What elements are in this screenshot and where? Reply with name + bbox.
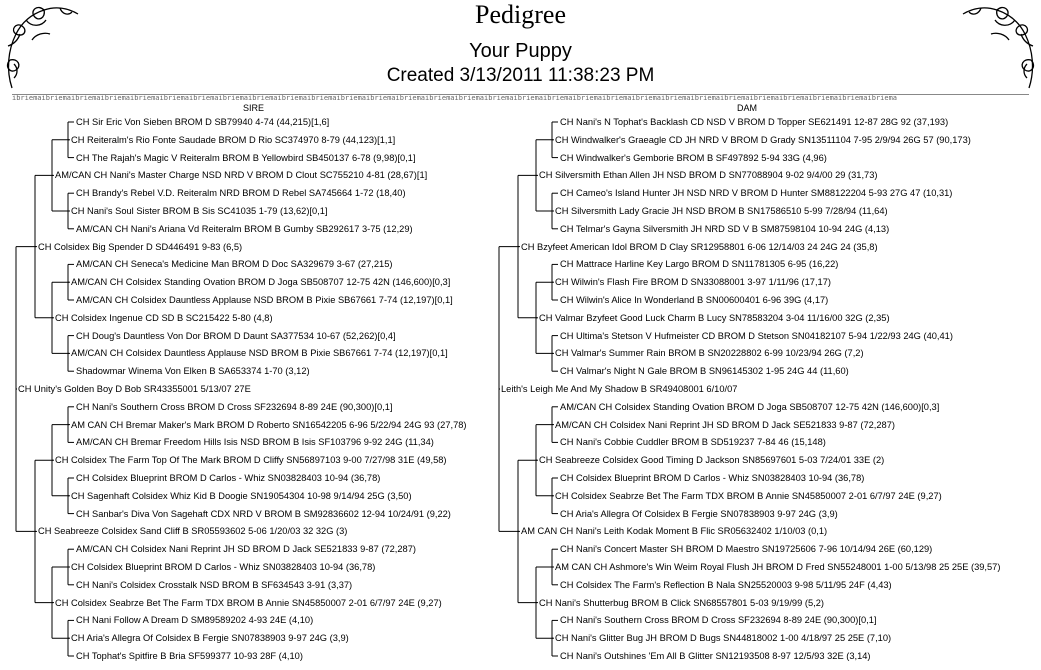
dam-pedigree-entry: CH Bzyfeet American Idol BROM D Clay SR1… bbox=[521, 241, 878, 252]
dam-pedigree-entry: AM/CAN CH Colsidex Nani Reprint JH SD BR… bbox=[555, 419, 895, 430]
dam-pedigree-entry: AM/CAN CH Colsidex Standing Ovation BROM… bbox=[560, 401, 940, 412]
dam-pedigree-entry: CH Colsidex Blueprint BROM D Carlos - Wh… bbox=[560, 473, 865, 483]
sire-pedigree-entry: CH Colsidex Seabrze Bet The Farm TDX BRO… bbox=[55, 597, 442, 608]
sire-pedigree-entry: AM/CAN CH Colsidex Standing Ovation BROM… bbox=[71, 277, 451, 288]
dam-pedigree-entry: CH Nani's Southern Cross BROM D Cross SF… bbox=[560, 615, 877, 626]
dam-pedigree-entry: CH Valmar's Summer Rain BROM B SN2022880… bbox=[555, 348, 864, 359]
sire-pedigree-entry: CH Tophat's Spitfire B Bria SF599377 10-… bbox=[76, 651, 303, 661]
sire-pedigree-entry: AM/CAN CH Bremar Freedom Hills Isis NSD … bbox=[76, 437, 434, 448]
dam-pedigree-entry: CH Colsidex The Farm's Reflection B Nala… bbox=[560, 579, 892, 590]
sire-pedigree-entry: CH Nani Follow A Dream D SM89589202 4-93… bbox=[76, 615, 314, 626]
dam-pedigree-entry: CH Silversmith Lady Gracie JH NSD BROM B… bbox=[555, 206, 888, 216]
created-timestamp: Created 3/13/2011 11:38:23 PM bbox=[386, 65, 655, 86]
sire-pedigree-entry: CH Colsidex The Farm Top Of The Mark BRO… bbox=[55, 455, 447, 466]
sire-column-header: SIRE bbox=[243, 103, 265, 113]
dam-pedigree-entry: CH Nani's Concert Master SH BROM D Maest… bbox=[560, 544, 933, 555]
sire-pedigree-entry: CH Brandy's Rebel V.D. Reiteralm NRD BRO… bbox=[76, 188, 406, 199]
scroll-flourish-icon bbox=[962, 6, 1035, 89]
sire-pedigree-entry: CH Colsidex Ingenue CD SD B SC215422 5-8… bbox=[55, 312, 273, 323]
sire-pedigree-entry: CH Doug's Dauntless Von Dor BROM D Daunt… bbox=[76, 330, 396, 341]
sire-pedigree-entry: AM/CAN CH Nani's Master Charge NSD NRD V… bbox=[55, 170, 428, 181]
sire-pedigree-entry: AM/CAN CH Colsidex Dauntless Applause NS… bbox=[76, 295, 453, 305]
dam-pedigree-entry: CH Valmar's Night N Gale BROM B SN961453… bbox=[560, 366, 849, 377]
dam-pedigree-entry: CH Windwalker's Graeagle CD JH NRD V BRO… bbox=[555, 134, 971, 145]
page-title: Pedigree bbox=[475, 0, 566, 29]
sire-pedigree-entry: AM/CAN CH Seneca's Medicine Man BROM D D… bbox=[76, 259, 393, 270]
dam-column-header: DAM bbox=[737, 103, 757, 113]
dam-pedigree-entry: AM CAN CH Ashmore's Win Weim Royal Flush… bbox=[555, 562, 1001, 572]
dam-pedigree-entry: CH Colsidex Seabrze Bet The Farm TDX BRO… bbox=[555, 490, 942, 501]
sire-pedigree-entry: AM CAN CH Bremar Maker's Mark BROM D Rob… bbox=[71, 419, 467, 430]
dam-pedigree-entry: CH Ultima's Stetson V Hufmeister CD BROM… bbox=[560, 330, 953, 341]
sire-pedigree-entry: CH Seabreeze Colsidex Sand Cliff B SR055… bbox=[38, 526, 348, 537]
dam-pedigree-entry: CH Nani's Shutterbug BROM B Click SN6855… bbox=[539, 597, 824, 608]
sire-pedigree-entry: CH Unity's Golden Boy D Bob SR43355001 5… bbox=[18, 384, 251, 394]
dam-pedigree-entry: CH Valmar Bzyfeet Good Luck Charm B Lucy… bbox=[539, 312, 890, 323]
sire-pedigree-entry: CH Nani's Colsidex Crosstalk NSD BROM B … bbox=[76, 579, 353, 590]
dam-pedigree-entry: CH Wilwin's Flash Fire BROM D SN33088001… bbox=[555, 277, 831, 288]
sire-pedigree-entry: CH Sagenhaft Colsidex Whiz Kid B Doogie … bbox=[71, 490, 412, 501]
sire-pedigree-entry: CH Sir Eric Von Sieben BROM D SB79940 4-… bbox=[76, 117, 330, 127]
sire-pedigree-entry: CH Aria's Allegra Of Colsidex B Fergie S… bbox=[71, 633, 349, 644]
sire-pedigree-entry: CH Colsidex Blueprint BROM D Carlos - Wh… bbox=[76, 473, 381, 483]
sire-pedigree-entry: CH Nani's Southern Cross BROM D Cross SF… bbox=[76, 401, 393, 412]
dam-pedigree-entry: CH Cameo's Island Hunter JH NSD NRD V BR… bbox=[560, 188, 953, 199]
sire-pedigree-entry: CH Colsidex Big Spender D SD446491 9-83 … bbox=[38, 241, 243, 252]
sire-pedigree-entry: AM/CAN CH Nani's Ariana Vd Reiteralm BRO… bbox=[76, 223, 413, 234]
sire-pedigree-entry: CH The Rajah's Magic V Reiteralm BROM B … bbox=[76, 152, 416, 163]
scroll-flourish-icon bbox=[6, 6, 79, 89]
sire-pedigree-entry: AM/CAN CH Colsidex Dauntless Applause NS… bbox=[71, 348, 448, 359]
dam-pedigree-entry: CH Mattrace Harline Key Largo BROM D SN1… bbox=[560, 259, 839, 270]
dam-pedigree-entry: CH Aria's Allegra Of Colsidex B Fergie S… bbox=[560, 508, 838, 519]
dam-pedigree-entry: CH Nani's Outshines 'Em All B Glitter SN… bbox=[560, 651, 871, 661]
dam-pedigree-entry: CH Nani's Glitter Bug JH BROM D Bugs SN4… bbox=[555, 633, 892, 644]
dam-pedigree-entry: CH Windwalker's Gemborie BROM B SF497892… bbox=[560, 152, 827, 163]
page-subtitle: Your Puppy bbox=[469, 40, 572, 62]
sire-pedigree-entry: CH Reiteralm's Rio Fonte Saudade BROM D … bbox=[71, 134, 396, 145]
sire-pedigree-entry: CH Nani's Soul Sister BROM B Sis SC41035… bbox=[71, 206, 328, 216]
sire-pedigree-entry: Shadowmar Winema Von Elken B SA653374 1-… bbox=[76, 366, 310, 377]
dam-pedigree-entry: CH Seabreeze Colsidex Good Timing D Jack… bbox=[539, 455, 885, 466]
dam-pedigree-entry: CH Telmar's Gayna Silversmith JH NRD SD … bbox=[560, 223, 890, 234]
dam-pedigree-entry: AM CAN CH Nani's Leith Kodak Moment B Fl… bbox=[521, 526, 828, 537]
dam-pedigree-entry: CH Silversmith Ethan Allen JH NSD BROM D… bbox=[539, 170, 878, 181]
dam-pedigree-entry: CH Nani's N Tophat's Backlash CD NSD V B… bbox=[560, 117, 949, 127]
dam-pedigree-entry: Leith's Leigh Me And My Shadow B SR49408… bbox=[501, 384, 738, 394]
dam-pedigree-entry: CH Wilwin's Alice In Wonderland B SN0060… bbox=[560, 295, 829, 305]
sire-pedigree-entry: CH Colsidex Blueprint BROM D Carlos - Wh… bbox=[71, 562, 376, 572]
dam-pedigree-entry: CH Nani's Cobbie Cuddler BROM B SD519237… bbox=[560, 437, 826, 448]
sire-pedigree-entry: AM/CAN CH Colsidex Nani Reprint JH SD BR… bbox=[76, 544, 416, 555]
sire-pedigree-entry: CH Sanbar's Diva Von Sagehaft CDX NRD V … bbox=[76, 508, 451, 519]
decorative-divider: ibriemaibriemaibriemaibriemaibriemaibrie… bbox=[12, 94, 1029, 102]
